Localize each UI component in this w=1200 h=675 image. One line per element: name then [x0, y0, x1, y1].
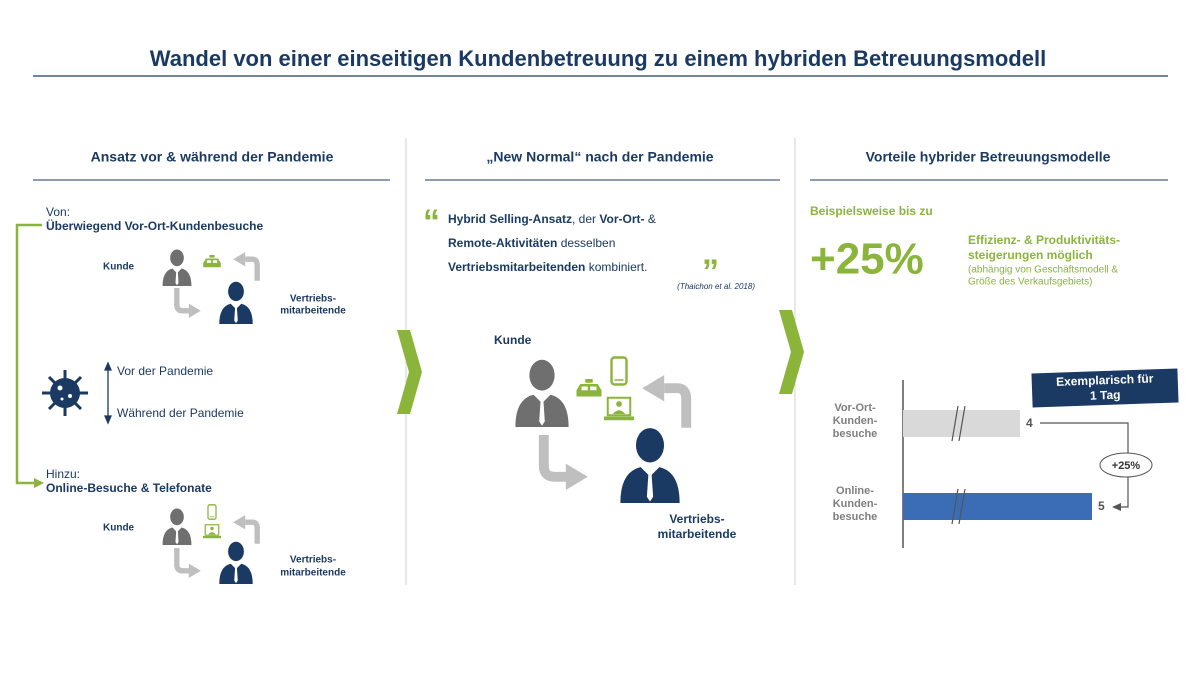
chevron [779, 310, 804, 394]
heading: Ansatz vor & während der Pandemie [91, 149, 334, 165]
phone-icon [207, 504, 217, 520]
arrow [233, 515, 257, 544]
quote-segment: Vor-Ort- [599, 212, 644, 226]
label: Überwiegend Vor-Ort-Kundenbesuche [46, 218, 263, 233]
virus-icon [42, 370, 88, 416]
badge-text: Exemplarisch für [1056, 371, 1154, 388]
label: Vor der Pandemie [117, 364, 213, 378]
note: (abhängig von Geschäftsmodell & [968, 265, 1118, 276]
dividers [405, 138, 796, 585]
bar-value: 4 [1026, 416, 1033, 430]
chevron [397, 330, 422, 414]
citation: (Thaichon et al. 2018) [677, 282, 755, 291]
label: Vertriebs- [669, 512, 724, 526]
heading: „New Normal“ nach der Pandemie [486, 149, 713, 165]
delta: +25% [1112, 460, 1141, 472]
quote: Hybrid Selling-Ansatz, der Vor-Ort- & Rem… [448, 212, 656, 274]
axis-break [951, 488, 966, 525]
label: Vertriebs- [290, 555, 336, 566]
label: Kunde [103, 262, 135, 273]
intro: Beispielsweise bis zu [810, 204, 933, 218]
bar-value: 5 [1098, 499, 1105, 513]
quote-mark: “ [423, 203, 440, 241]
note: Größe des Verkaufsgebiets) [968, 277, 1093, 288]
person-icon [219, 541, 253, 584]
arrow [544, 435, 588, 490]
bar-label: Vor-Ort- [834, 402, 876, 414]
label: Kunde [494, 333, 532, 347]
person-icon [219, 281, 253, 324]
laptop-icon [604, 396, 634, 422]
bar-label: besuche [833, 428, 878, 440]
delta-badge [1099, 452, 1153, 478]
arrow [642, 375, 686, 428]
label: Vertriebs- [290, 294, 336, 305]
label: mitarbeitende [280, 568, 346, 579]
person-icon [620, 428, 680, 503]
bar-label: besuche [833, 511, 878, 523]
label: mitarbeitende [658, 527, 737, 541]
bracket [15, 223, 42, 485]
quote-segment: , der [572, 212, 599, 226]
person-icon [515, 359, 569, 427]
connector-arrow [1112, 503, 1121, 511]
quote-segment: Hybrid Selling-Ansatz [448, 212, 572, 226]
label: Effizienz- & Produktivitäts- [968, 233, 1120, 247]
badge-text: 1 Tag [1090, 388, 1121, 403]
title: Wandel von einer einseitigen Kundenbetre… [150, 46, 1046, 71]
quote-mark: ” [702, 253, 719, 291]
time-arrow [104, 361, 112, 425]
axis-break [951, 405, 966, 442]
label: Während der Pandemie [117, 406, 244, 420]
taxi-icon [576, 379, 602, 397]
arrow [177, 548, 201, 578]
quote-segment: Remote-Aktivitäten [448, 236, 557, 250]
arrow [233, 252, 257, 281]
big-number: +25% [810, 235, 924, 284]
label: steigerungen möglich [968, 248, 1093, 262]
quote-line: Vertriebsmitarbeitenden kombiniert. [448, 260, 647, 274]
quote-segment: Vertriebsmitarbeitenden [448, 260, 585, 274]
quote-segment: kombiniert. [585, 260, 647, 274]
bracket-arrow [34, 478, 44, 488]
label: mitarbeitende [280, 306, 346, 317]
heading: Vorteile hybrider Betreuungsmodelle [866, 149, 1111, 165]
bar-label: Kunden- [833, 415, 878, 427]
bar-label: Online- [836, 485, 874, 497]
person-icon [162, 508, 192, 545]
taxi-icon [203, 255, 221, 268]
label: Von: [46, 205, 70, 219]
arrow [177, 288, 201, 318]
phone-icon [610, 356, 628, 386]
quote-segment: desselben [557, 236, 615, 250]
label: Kunde [103, 523, 135, 534]
person-icon [162, 249, 192, 286]
quote-line: Remote-Aktivitäten desselben [448, 236, 615, 250]
quote-segment: & [644, 212, 655, 226]
badge: Exemplarisch für 1 Tag [1031, 368, 1179, 408]
label: Online-Besuche & Telefonate [46, 481, 212, 495]
bar [903, 493, 1092, 520]
quote-line: Hybrid Selling-Ansatz, der Vor-Ort- & [448, 212, 656, 226]
laptop-icon [203, 524, 221, 539]
label: Hinzu: [46, 467, 80, 481]
bar-label: Kunden- [833, 498, 878, 510]
